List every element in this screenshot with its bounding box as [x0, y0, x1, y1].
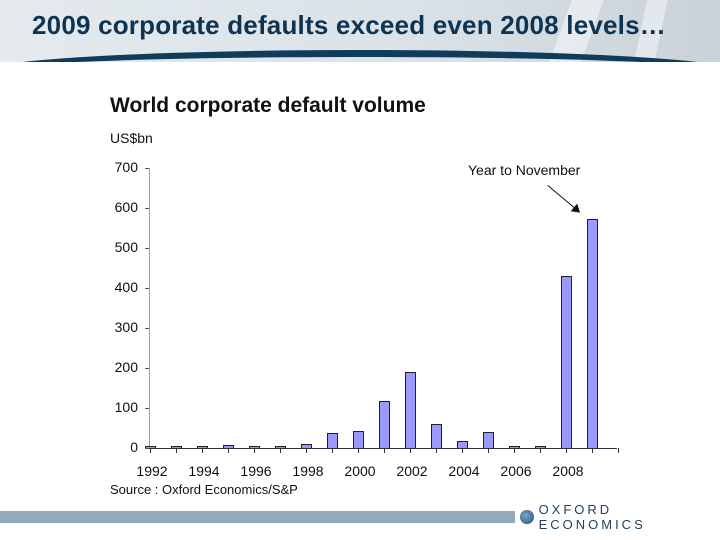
y-tick [145, 368, 150, 369]
x-tick [592, 448, 593, 453]
x-tick [202, 448, 203, 453]
bar-2002 [405, 372, 416, 448]
x-tick [488, 448, 489, 453]
bar-2000 [353, 430, 364, 448]
x-tick [618, 448, 619, 453]
logo-text: OXFORD ECONOMICS [538, 502, 646, 532]
x-tick [280, 448, 281, 453]
bar-2008 [561, 276, 572, 448]
y-axis [149, 168, 150, 449]
x-tick-label: 1996 [240, 463, 272, 479]
y-tick [145, 408, 150, 409]
source-note: Source : Oxford Economics/S&P [110, 482, 298, 497]
bar-2001 [379, 401, 390, 448]
slide-title: 2009 corporate defaults exceed even 2008… [32, 10, 666, 40]
x-tick [358, 448, 359, 453]
footer-bar [0, 511, 515, 523]
y-tick-label: 400 [114, 279, 138, 295]
y-tick [145, 168, 150, 169]
y-tick [145, 208, 150, 209]
x-tick [436, 448, 437, 453]
x-tick-label: 1998 [292, 463, 324, 479]
bar-1998 [301, 444, 312, 448]
bar-1997 [275, 446, 286, 448]
x-tick [540, 448, 541, 453]
y-axis-unit: US$bn [110, 130, 153, 146]
bar-1992 [145, 446, 156, 448]
y-tick-label: 500 [114, 239, 138, 255]
x-tick [150, 448, 151, 453]
x-tick [228, 448, 229, 453]
x-tick [514, 448, 515, 453]
y-tick-label: 600 [114, 199, 138, 215]
x-tick-label: 1994 [188, 463, 220, 479]
x-tick [462, 448, 463, 453]
globe-icon [520, 510, 534, 524]
bar-2003 [431, 424, 442, 448]
bar-2007 [535, 446, 546, 448]
y-tick-label: 700 [114, 159, 138, 175]
chart-title: World corporate default volume [110, 94, 426, 117]
x-tick [410, 448, 411, 453]
bar-2005 [483, 432, 494, 448]
footer-logo: OXFORD ECONOMICS [520, 502, 720, 532]
x-tick [306, 448, 307, 453]
bar-2006 [509, 446, 520, 448]
x-tick [254, 448, 255, 453]
y-tick [145, 288, 150, 289]
x-tick [384, 448, 385, 453]
x-tick-label: 2004 [448, 463, 480, 479]
annotation-arrow-icon [547, 185, 576, 209]
y-tick-label: 300 [114, 319, 138, 335]
bar-2009 [587, 219, 598, 448]
x-tick [566, 448, 567, 453]
bar-1994 [197, 446, 208, 448]
x-tick-label: 1992 [136, 463, 168, 479]
annotation-label: Year to November [468, 162, 581, 178]
x-tick [332, 448, 333, 453]
y-tick-label: 200 [114, 359, 138, 375]
y-tick [145, 328, 150, 329]
x-tick [176, 448, 177, 453]
x-tick-label: 2000 [344, 463, 376, 479]
y-tick [145, 248, 150, 249]
bar-1999 [327, 433, 338, 448]
bar-1996 [249, 446, 260, 448]
y-tick-label: 100 [114, 399, 138, 415]
y-tick [145, 448, 150, 449]
header-swoosh [0, 50, 720, 62]
x-tick-label: 2006 [500, 463, 532, 479]
bar-1993 [171, 446, 182, 448]
x-tick-label: 2002 [396, 463, 428, 479]
x-tick-label: 2008 [552, 463, 584, 479]
x-axis [149, 448, 617, 449]
bar-2004 [457, 440, 468, 448]
y-tick-label: 0 [130, 439, 138, 455]
slide-header [0, 0, 720, 62]
bar-1995 [223, 444, 234, 448]
